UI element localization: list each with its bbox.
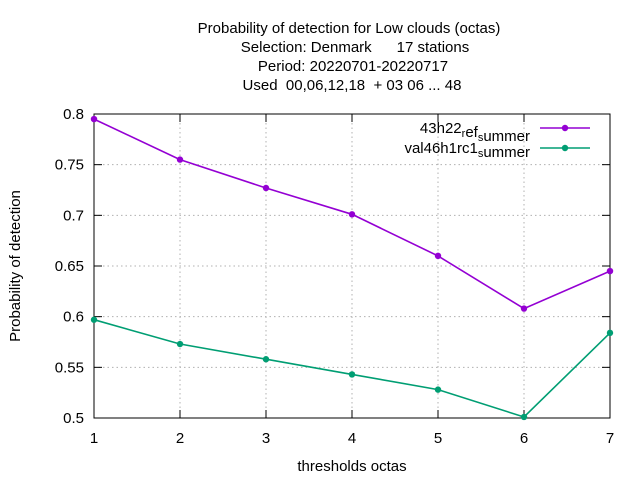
series-group: [90, 115, 614, 421]
x-tick-label: 3: [262, 430, 270, 447]
x-tick-label: 7: [606, 430, 614, 447]
data-point: [90, 316, 98, 323]
x-tick-label: 6: [520, 430, 528, 447]
y-tick-labels: 0.5 0.55 0.6 0.65 0.7 0.75 0.8: [55, 106, 84, 427]
data-point: [434, 252, 442, 260]
legend-item: val46h1rc1summer: [404, 140, 590, 161]
x-tick-label: 5: [434, 430, 442, 447]
chart-title: Probability of detection for Low clouds …: [198, 20, 501, 94]
x-tick-label: 1: [90, 430, 98, 447]
title-line-4: Used 00,06,12,18 + 03 06 ... 48: [243, 77, 462, 94]
title-line-2: Selection: Denmark 17 stations: [241, 39, 469, 56]
x-tick-label: 2: [176, 430, 184, 447]
axis-ticks: [93, 113, 611, 419]
data-point: [606, 329, 614, 337]
series-1: [90, 115, 614, 312]
y-tick-label: 0.6: [63, 309, 84, 326]
data-point: [434, 386, 442, 393]
legend-item: 43h22refsummer: [420, 120, 590, 145]
data-point: [176, 340, 184, 348]
data-point: [176, 156, 184, 163]
y-tick-label: 0.7: [63, 207, 84, 224]
series-2: [90, 316, 614, 421]
y-tick-label: 0.55: [55, 359, 84, 376]
data-point: [520, 413, 528, 421]
title-line-1: Probability of detection for Low clouds …: [198, 20, 501, 37]
title-line-3: Period: 20220701-20220717: [258, 58, 448, 75]
y-tick-label: 0.5: [63, 410, 84, 427]
y-axis-label: Probability of detection: [7, 190, 24, 342]
x-axis-label: thresholds octas: [297, 458, 406, 475]
legend-label: 43h22refsummer: [420, 120, 530, 145]
data-point: [520, 305, 528, 312]
data-point: [348, 371, 356, 378]
legend-marker: [561, 124, 569, 132]
data-point: [90, 115, 98, 123]
y-tick-label: 0.65: [55, 258, 84, 275]
plot-frame: [93, 113, 611, 419]
x-tick-label: 4: [348, 430, 356, 447]
data-point: [348, 211, 356, 218]
data-point: [262, 356, 270, 363]
data-point: [606, 267, 614, 275]
legend-marker: [561, 144, 569, 152]
y-tick-label: 0.8: [63, 106, 84, 123]
data-point: [262, 184, 270, 192]
legend-label: val46h1rc1summer: [404, 140, 530, 161]
x-tick-labels: 1 2 3 4 5 6 7: [90, 430, 614, 447]
y-tick-label: 0.75: [55, 157, 84, 174]
